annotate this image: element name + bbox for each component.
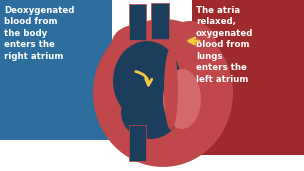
- Ellipse shape: [111, 25, 159, 67]
- Bar: [129, 4, 146, 40]
- Bar: [0, 0, 112, 140]
- Ellipse shape: [164, 48, 178, 130]
- Ellipse shape: [163, 69, 201, 129]
- Ellipse shape: [121, 87, 179, 139]
- Bar: [151, 3, 169, 39]
- Text: Deoxygenated
blood from
the body
enters the
right atrium: Deoxygenated blood from the body enters …: [4, 6, 74, 61]
- Text: The atria
relaxed,
oxygenated
blood from
lungs
enters the
left atrium: The atria relaxed, oxygenated blood from…: [196, 6, 253, 84]
- Ellipse shape: [113, 41, 181, 121]
- Ellipse shape: [164, 21, 216, 65]
- Ellipse shape: [93, 19, 233, 167]
- Bar: [176, 34, 196, 47]
- Bar: [192, 0, 304, 155]
- Bar: [129, 125, 146, 161]
